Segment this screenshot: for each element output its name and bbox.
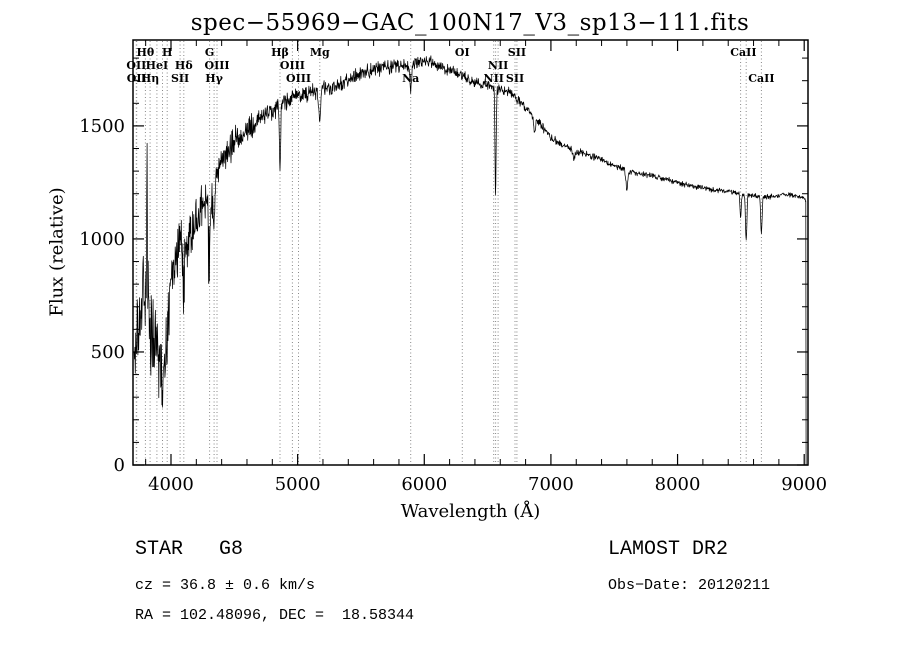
spectral-line-label: OIII <box>280 59 305 72</box>
spectral-line-label: OII <box>127 72 147 85</box>
y-tick-label: 0 <box>114 455 125 476</box>
y-tick-label: 1000 <box>79 229 125 250</box>
x-tick-label: 6000 <box>401 474 447 495</box>
x-tick-label: 9000 <box>781 474 827 495</box>
spectral-line-label: Hβ <box>271 46 289 59</box>
y-axis-title: Flux (relative) <box>46 187 68 317</box>
spectral-line-label: NII <box>488 59 508 72</box>
coordinates: RA = 102.48096, DEC = 18.58344 <box>135 607 415 624</box>
spectral-line-label: SII <box>506 72 524 85</box>
object-class-label: STAR G8 <box>135 538 244 561</box>
spectral-line-label: OIII <box>286 72 311 85</box>
spectral-line-label: OI <box>455 46 470 59</box>
cz-value: cz = 36.8 ± 0.6 km/s <box>135 577 316 594</box>
spectral-line-label: CaII <box>730 46 756 59</box>
spectral-line-label: Hη <box>141 72 159 85</box>
spectral-line-label: Mg <box>310 46 330 59</box>
obs-date: Obs−Date: 20120211 <box>608 577 771 594</box>
spectral-line-label: CaII <box>748 72 774 85</box>
spectral-line-label: Hθ <box>137 46 155 59</box>
spectral-line-label: G <box>205 46 214 59</box>
spectral-line-label: OIII <box>204 59 229 72</box>
spectral-line-label: SII <box>171 72 189 85</box>
spectral-line-label: Hγ <box>205 72 223 85</box>
spectral-line-label: HeI <box>146 59 169 72</box>
spectral-line-label: SII <box>508 46 526 59</box>
spectral-line-label: OII <box>126 59 146 72</box>
x-axis-title: Wavelength (Å) <box>400 501 541 522</box>
x-tick-label: 8000 <box>655 474 701 495</box>
spectrum-line <box>133 55 807 466</box>
survey-release-label: LAMOST DR2 <box>608 538 729 561</box>
spectral-line-label: NII <box>484 72 504 85</box>
y-tick-label: 500 <box>91 342 125 363</box>
spectral-line-label: Hδ <box>175 59 193 72</box>
spectral-line-label: H <box>162 46 172 59</box>
x-tick-label: 7000 <box>528 474 574 495</box>
plot-title: spec−55969−GAC_100N17_V3_sp13−111.fits <box>190 10 750 36</box>
x-tick-label: 4000 <box>148 474 194 495</box>
x-tick-label: 5000 <box>275 474 321 495</box>
y-tick-label: 1500 <box>79 116 125 137</box>
plot-frame <box>132 39 809 466</box>
spectral-line-label: Na <box>402 72 419 85</box>
